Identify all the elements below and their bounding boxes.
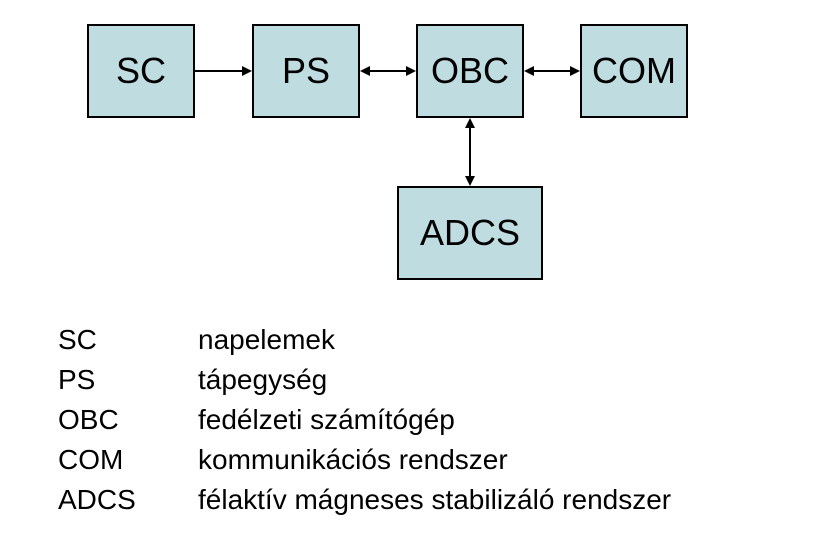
legend-value: félaktív mágneses stabilizáló rendszer bbox=[198, 480, 671, 520]
node-ps: PS bbox=[252, 24, 360, 118]
node-com: COM bbox=[580, 24, 688, 118]
diagram-canvas: SC PS OBC COM ADCS SC napelemek PS tápeg… bbox=[0, 0, 827, 534]
node-ps-label: PS bbox=[282, 50, 330, 92]
node-sc-label: SC bbox=[116, 50, 166, 92]
legend-row: PS tápegység bbox=[58, 360, 671, 400]
legend-value: kommunikációs rendszer bbox=[198, 440, 508, 480]
node-com-label: COM bbox=[592, 50, 676, 92]
node-sc: SC bbox=[87, 24, 195, 118]
legend-key: ADCS bbox=[58, 480, 198, 520]
node-adcs-label: ADCS bbox=[420, 212, 520, 254]
node-adcs: ADCS bbox=[397, 186, 543, 280]
legend: SC napelemek PS tápegység OBC fedélzeti … bbox=[58, 320, 671, 520]
legend-value: napelemek bbox=[198, 320, 335, 360]
legend-key: COM bbox=[58, 440, 198, 480]
legend-value: fedélzeti számítógép bbox=[198, 400, 455, 440]
node-obc-label: OBC bbox=[431, 50, 509, 92]
legend-row: SC napelemek bbox=[58, 320, 671, 360]
edge-obc-com bbox=[524, 71, 580, 72]
node-obc: OBC bbox=[416, 24, 524, 118]
legend-key: OBC bbox=[58, 400, 198, 440]
edge-obc-adcs bbox=[470, 118, 471, 186]
legend-key: SC bbox=[58, 320, 198, 360]
legend-row: COM kommunikációs rendszer bbox=[58, 440, 671, 480]
edge-sc-ps bbox=[195, 71, 252, 72]
legend-row: OBC fedélzeti számítógép bbox=[58, 400, 671, 440]
legend-row: ADCS félaktív mágneses stabilizáló rends… bbox=[58, 480, 671, 520]
legend-key: PS bbox=[58, 360, 198, 400]
legend-value: tápegység bbox=[198, 360, 327, 400]
edge-ps-obc bbox=[360, 71, 416, 72]
